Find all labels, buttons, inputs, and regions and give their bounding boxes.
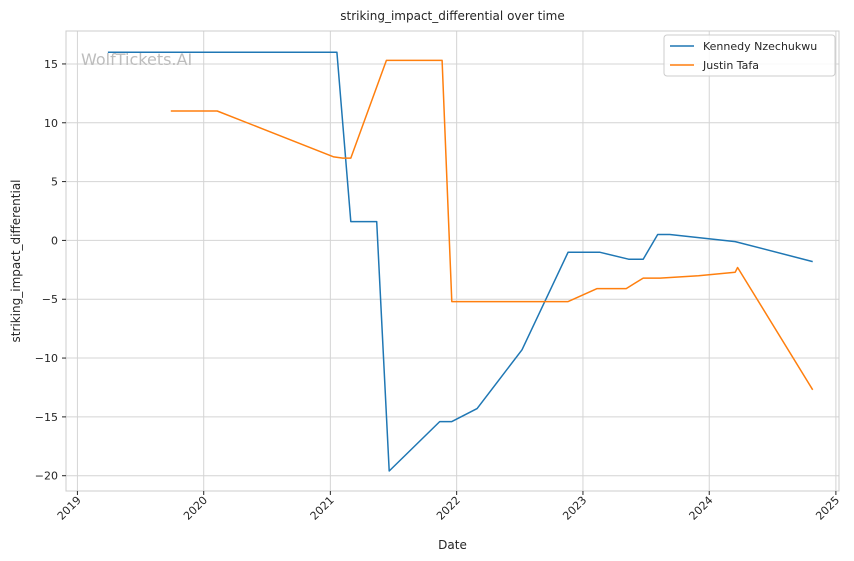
legend: Kennedy Nzechukwu Justin Tafa [663,34,836,77]
y-tick-label: 15 [44,58,58,71]
y-tick-label: 10 [44,117,58,130]
y-tick-label: −5 [42,293,58,306]
grid [66,31,839,491]
y-tick-label: 0 [51,234,58,247]
legend-label: Kennedy Nzechukwu [703,40,817,53]
series [107,51,814,472]
series-line-kennedy-nzechukwu [107,51,813,472]
y-tick-label: 5 [51,176,58,189]
chart-title: striking_impact_differential over time [340,9,565,23]
y-axis-ticks: −20 −15 −10 −5 0 5 10 15 [35,58,66,483]
watermark: WolfTickets.AI [81,50,192,69]
x-axis-label: Date [438,538,467,552]
legend-label: Justin Tafa [702,59,759,72]
legend-box [663,34,836,77]
y-axis-label: striking_impact_differential [9,179,23,342]
y-tick-label: −20 [35,470,58,483]
y-tick-label: −10 [35,352,58,365]
plot-frame [65,30,840,492]
y-tick-label: −15 [35,411,58,424]
series-line-justin-tafa [170,59,814,391]
